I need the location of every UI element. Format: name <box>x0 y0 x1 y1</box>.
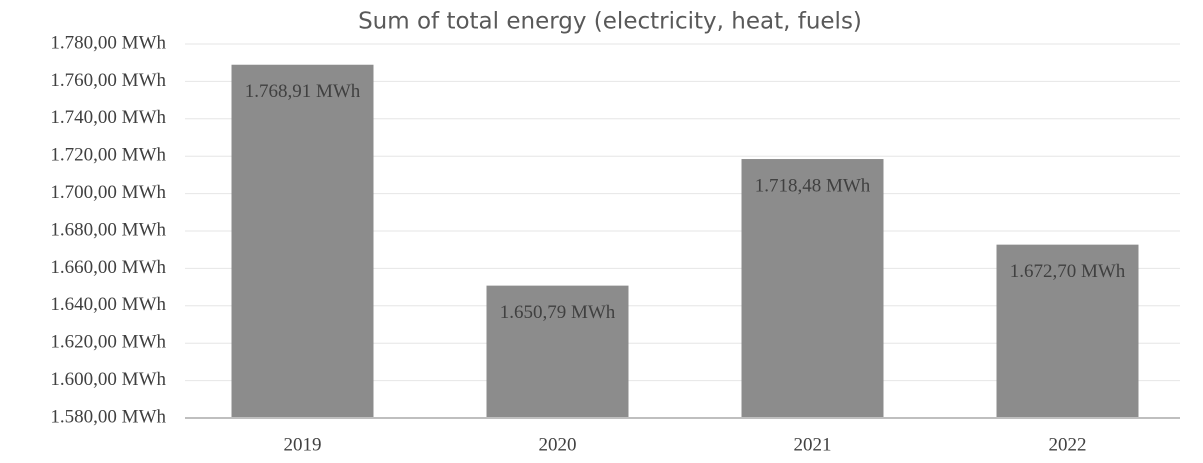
bar <box>741 159 884 418</box>
y-tick-label: 1.740,00 MWh <box>50 107 166 128</box>
y-tick-label: 1.620,00 MWh <box>50 332 166 353</box>
chart-title: Sum of total energy (electricity, heat, … <box>358 9 862 35</box>
y-tick-label: 1.640,00 MWh <box>50 294 166 315</box>
y-tick-label: 1.780,00 MWh <box>50 32 166 53</box>
y-tick-label: 1.660,00 MWh <box>50 257 166 278</box>
data-label: 1.650,79 MWh <box>500 302 616 323</box>
y-tick-label: 1.760,00 MWh <box>50 70 166 91</box>
x-tick-label: 2019 <box>284 434 322 455</box>
data-label: 1.768,91 MWh <box>245 81 361 102</box>
bar <box>486 285 629 418</box>
y-tick-label: 1.680,00 MWh <box>50 219 166 240</box>
x-tick-label: 2022 <box>1049 434 1087 455</box>
y-tick-label: 1.580,00 MWh <box>50 406 166 427</box>
y-tick-label: 1.720,00 MWh <box>50 145 166 166</box>
bar <box>996 244 1139 418</box>
y-tick-label: 1.600,00 MWh <box>50 369 166 390</box>
bar <box>231 64 374 419</box>
data-label: 1.672,70 MWh <box>1010 261 1126 282</box>
x-tick-label: 2021 <box>794 434 832 455</box>
x-tick-label: 2020 <box>539 434 577 455</box>
y-tick-label: 1.700,00 MWh <box>50 182 166 203</box>
data-label: 1.718,48 MWh <box>755 175 871 196</box>
